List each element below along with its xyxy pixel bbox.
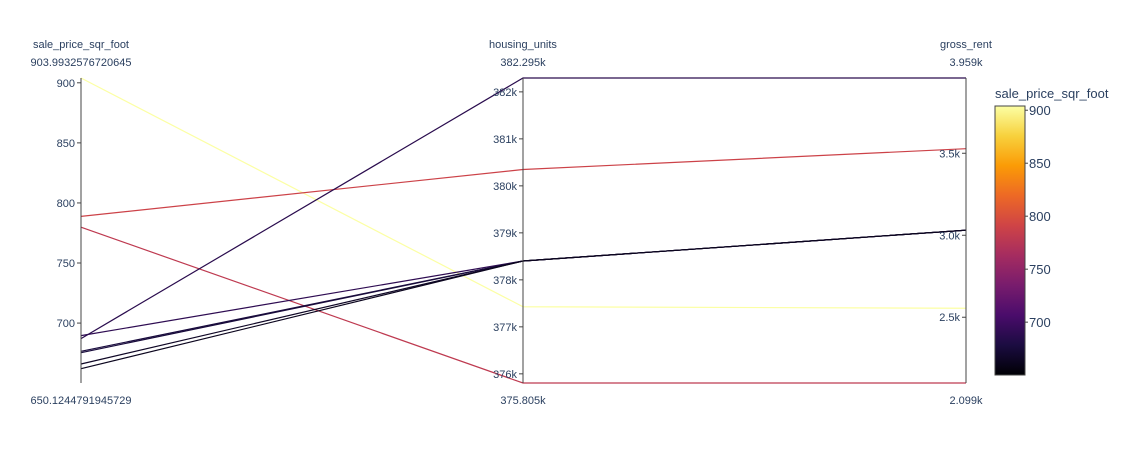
axis-title[interactable]: housing_units <box>489 39 557 51</box>
axis-min-label: 375.805k <box>500 395 546 407</box>
axis-tick-label: 900 <box>57 78 75 90</box>
axis-tick-label: 700 <box>57 318 75 330</box>
colorbar-tick-label: 900 <box>1029 103 1051 118</box>
axis-tick-label: 380k <box>493 181 517 193</box>
axis-tick-label: 2.5k <box>939 312 960 324</box>
axis-gross-rent[interactable]: gross_rent 3.959k 2.099k 2.5k 3.0k 3.5k <box>939 39 992 407</box>
axis-tick-label: 376k <box>493 369 517 381</box>
axis-brush-area[interactable] <box>77 78 85 383</box>
axis-brush-area[interactable] <box>519 78 527 383</box>
axis-min-label: 650.1244791945729 <box>31 395 132 407</box>
axis-title[interactable]: gross_rent <box>940 39 992 51</box>
axis-tick-label: 381k <box>493 134 517 146</box>
axis-max-label: 382.295k <box>500 57 546 69</box>
axis-tick-label: 377k <box>493 322 517 334</box>
colorbar-title: sale_price_sqr_foot <box>995 86 1109 101</box>
axis-title[interactable]: sale_price_sqr_foot <box>33 39 129 51</box>
colorbar: sale_price_sqr_foot 700 750 800 850 900 <box>994 86 1109 376</box>
axis-brush-area[interactable] <box>962 78 970 383</box>
colorbar-tick-label: 800 <box>1029 209 1051 224</box>
colorbar-tick-label: 850 <box>1029 156 1051 171</box>
colorbar-tick-label: 750 <box>1029 262 1051 277</box>
axis-tick-label: 3.5k <box>939 148 960 160</box>
axis-tick-label: 382k <box>493 87 517 99</box>
axis-tick-label: 800 <box>57 198 75 210</box>
axis-min-label: 2.099k <box>949 395 983 407</box>
colorbar-tick-label: 700 <box>1029 315 1051 330</box>
axis-tick-label: 378k <box>493 275 517 287</box>
axes-layer: sale_price_sqr_foot 903.9932576720645 650.… <box>31 39 992 407</box>
axis-max-label: 903.9932576720645 <box>31 57 132 69</box>
axis-tick-label: 750 <box>57 258 75 270</box>
axis-tick-label: 379k <box>493 228 517 240</box>
axis-max-label: 3.959k <box>949 57 983 69</box>
axis-tick-label: 850 <box>57 138 75 150</box>
axis-tick-label: 3.0k <box>939 230 960 242</box>
colorbar-scale <box>994 105 1026 376</box>
axis-housing-units[interactable]: housing_units 382.295k 375.805k 376k 377k 378… <box>489 39 557 407</box>
axis-sale-price-sqr-foot[interactable]: sale_price_sqr_foot 903.9932576720645 650.… <box>31 39 132 407</box>
